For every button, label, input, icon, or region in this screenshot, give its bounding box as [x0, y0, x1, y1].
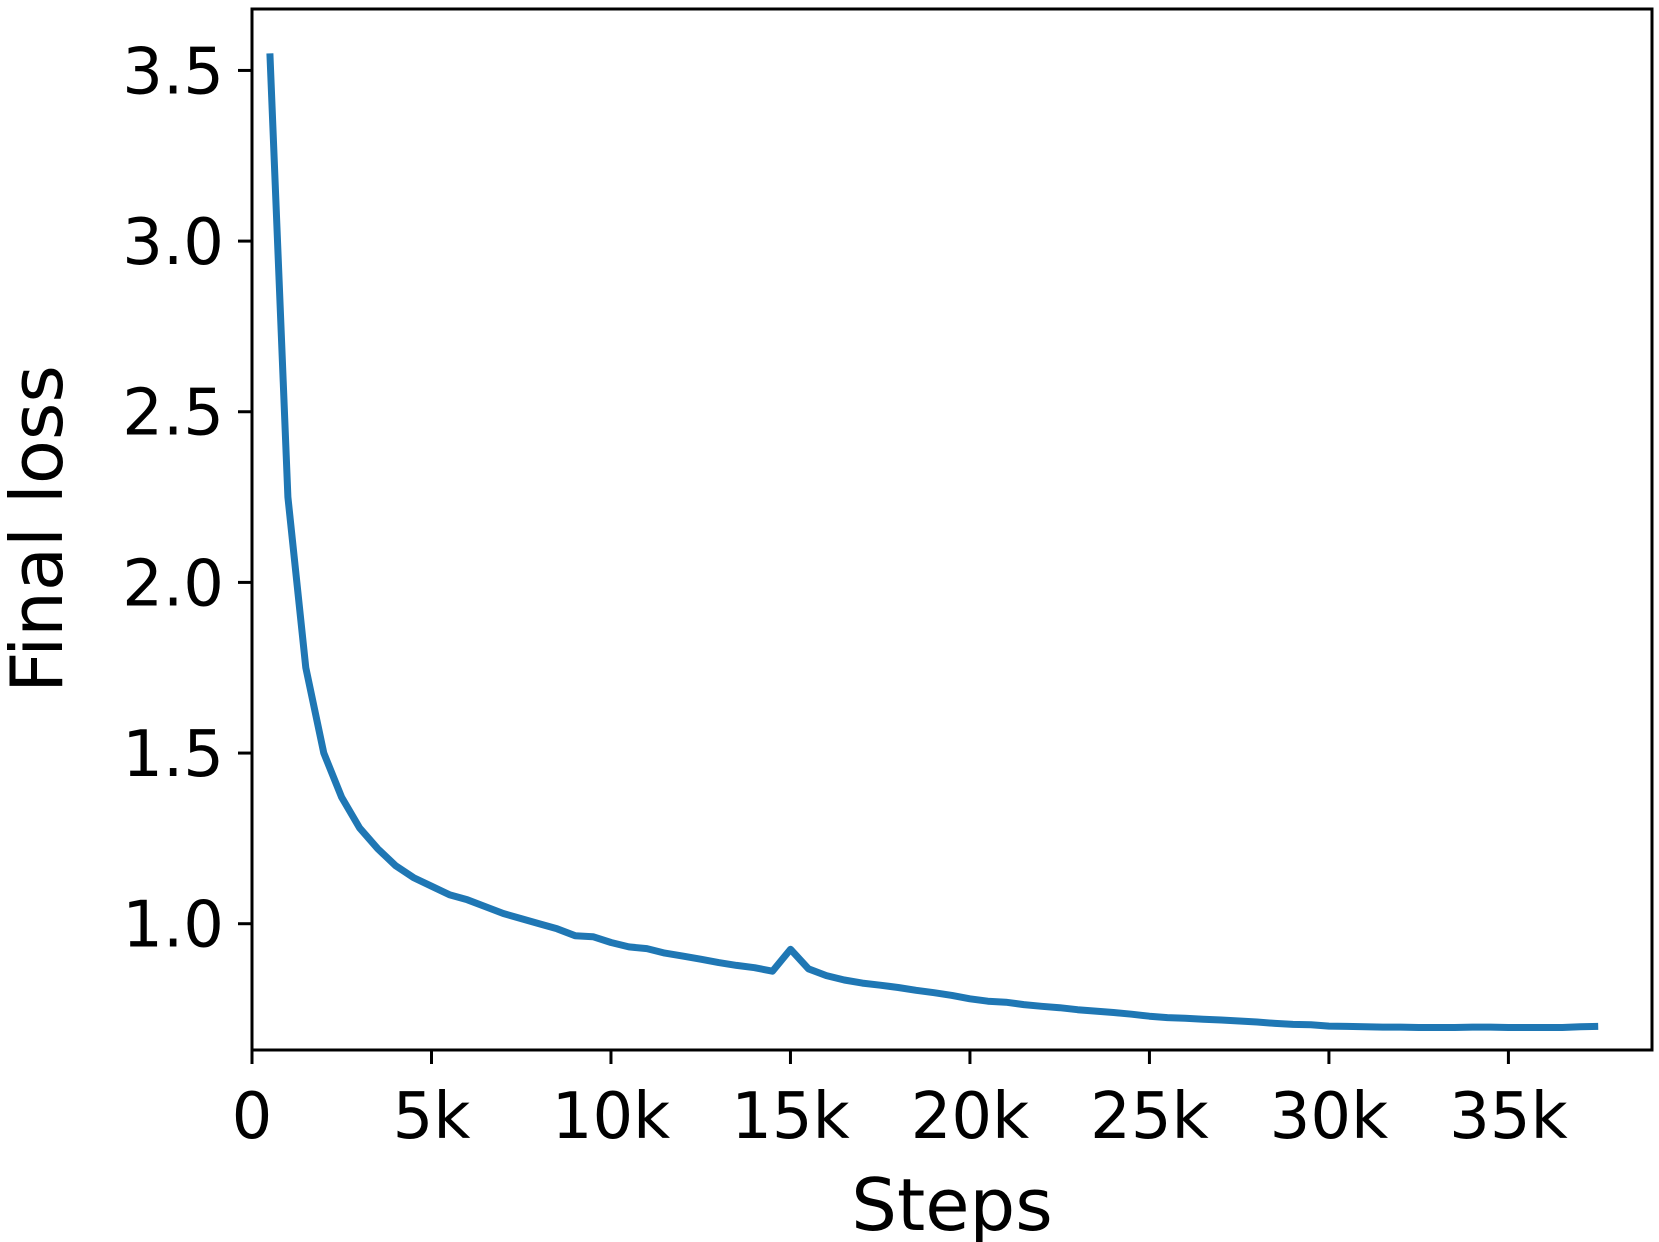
- y-tick-label: 1.5: [122, 718, 224, 792]
- x-tick-label: 25k: [1090, 1080, 1209, 1154]
- loss-series-line: [266, 53, 1599, 1031]
- y-tick-label: 3.0: [122, 206, 224, 280]
- y-tick-label: 3.5: [122, 35, 224, 109]
- x-tick-label: 10k: [552, 1080, 671, 1154]
- x-axis-label: Steps: [851, 1163, 1052, 1242]
- y-tick-label: 1.0: [122, 889, 224, 963]
- y-tick-label: 2.5: [122, 377, 224, 451]
- series-layer: [266, 53, 1599, 1031]
- y-axis-label: Final loss: [0, 365, 79, 693]
- plot-frame: [250, 7, 1654, 1052]
- x-tick-label: 35k: [1449, 1080, 1568, 1154]
- y-tick-label: 2.0: [122, 547, 224, 621]
- x-tick-label: 15k: [731, 1080, 850, 1154]
- x-tick-label: 30k: [1270, 1080, 1389, 1154]
- x-tick-label: 0: [232, 1080, 273, 1154]
- x-axis-ticks: 0 5k 10k 15k 20k 25k 30k 35k: [232, 1050, 1568, 1154]
- y-axis-ticks: 1.0 1.5 2.0 2.5 3.0 3.5: [122, 35, 252, 963]
- x-tick-label: 5k: [393, 1080, 471, 1154]
- x-tick-label: 20k: [911, 1080, 1030, 1154]
